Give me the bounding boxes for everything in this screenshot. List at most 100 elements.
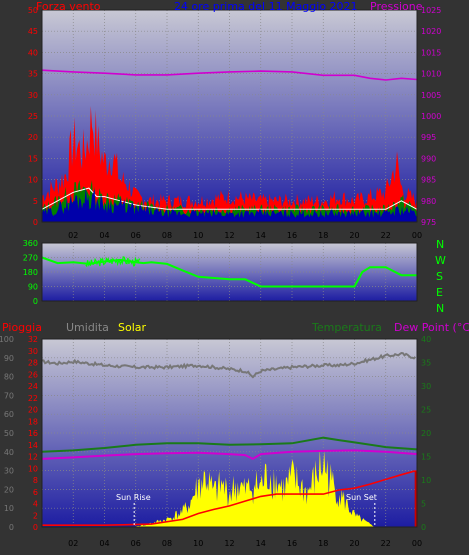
humidity-y-tick-4: 40 [4,448,14,457]
temperature-y-tick-0: 0 [421,523,426,532]
temperature-y-tick-1: 5 [421,500,426,509]
wx-x-tick-10: 22 [381,539,391,548]
temperature-y-tick-8: 40 [421,335,431,344]
wind-x-tick-0: 02 [68,231,78,240]
humidity-y-tick-8: 80 [4,373,14,382]
wx-x-tick-3: 08 [162,539,172,548]
wind-y-tick-6: 30 [28,91,38,100]
pressure-y-tick-6: 1005 [421,91,441,100]
wind-x-tick-5: 12 [224,231,234,240]
direction-y-tick-4: 360 [23,239,38,248]
rain-y-tick-6: 12 [28,453,38,462]
rain-y-tick-13: 26 [28,370,38,379]
temperature-y-tick-2: 10 [421,476,431,485]
wind-y-tick-8: 40 [28,48,38,57]
temperature-label: Temperatura [311,321,382,334]
humidity-y-tick-5: 50 [4,429,14,438]
rain-y-tick-11: 22 [28,394,38,403]
wx-x-tick-0: 02 [68,539,78,548]
temperature-y-tick-4: 20 [421,429,431,438]
humidity-y-tick-3: 30 [4,467,14,476]
wx-x-tick-8: 18 [318,539,328,548]
pressure-y-tick-5: 1000 [421,112,441,121]
wind-y-tick-0: 0 [33,218,38,227]
direction-y-tick-1: 90 [28,283,38,292]
wx-x-tick-9: 20 [349,539,359,548]
temperature-y-tick-7: 35 [421,359,431,368]
temperature-y-tick-6: 30 [421,382,431,391]
rain-total-bar [414,471,418,527]
pressure-y-tick-7: 1010 [421,70,441,79]
pressure-y-tick-10: 1025 [421,6,441,15]
pressure-line [41,69,418,81]
humidity-y-tick-7: 70 [4,391,14,400]
rain-y-tick-10: 20 [28,406,38,415]
pressure-label: Pressione [370,0,423,13]
humidity-y-tick-6: 60 [4,410,14,419]
wind-x-tick-11: 00 [412,231,422,240]
wind-x-tick-1: 04 [99,231,109,240]
wind-direction-line [41,256,417,288]
dew-point-label: Dew Point (°C) [394,321,469,334]
rain-y-tick-16: 32 [28,335,38,344]
pressure-y-tick-1: 980 [421,197,436,206]
pressure-y-tick-3: 990 [421,154,436,163]
wind-x-tick-10: 22 [381,231,391,240]
wx-x-tick-2: 06 [131,539,141,548]
sun-set-label: Sun Set [346,493,377,502]
wx-x-tick-7: 16 [287,539,297,548]
wind-y-tick-7: 35 [28,70,38,79]
wx-x-tick-6: 14 [256,539,266,548]
humidity-line [41,351,417,379]
pressure-y-tick-9: 1020 [421,27,441,36]
dew-point-line [41,449,418,461]
rain-y-tick-4: 8 [33,476,38,485]
rain-y-tick-5: 10 [28,464,38,473]
direction-y-tick-2: 180 [23,268,38,277]
pressure-y-tick-4: 995 [421,133,436,142]
wind-speed-label: Forza vento [36,0,101,13]
compass-w: W [435,254,446,267]
wind-average-line [41,187,418,210]
wind-x-tick-2: 06 [131,231,141,240]
rain-y-tick-12: 24 [28,382,38,391]
rain-y-tick-8: 16 [28,429,38,438]
compass-e: E [436,286,443,299]
wind-y-tick-10: 50 [28,6,38,15]
wind-x-tick-4: 10 [193,231,203,240]
rain-y-tick-3: 6 [33,488,38,497]
humidity-y-tick-10: 100 [0,335,14,344]
wind-x-tick-9: 20 [349,231,359,240]
pressure-y-tick-8: 1015 [421,48,441,57]
pressure-y-tick-2: 985 [421,176,436,185]
wind-gust-area [42,105,417,222]
wind-x-tick-3: 08 [162,231,172,240]
temperature-y-tick-5: 25 [421,406,431,415]
wind-x-tick-8: 18 [318,231,328,240]
rain-y-tick-7: 14 [28,441,38,450]
direction-y-tick-0: 0 [33,297,38,306]
wind-y-tick-1: 5 [33,197,38,206]
rain-y-tick-15: 30 [28,347,38,356]
compass-n-bottom: N [436,302,444,315]
wind-y-tick-5: 25 [28,112,38,121]
humidity-y-tick-2: 20 [4,485,14,494]
wind-y-tick-9: 45 [28,27,38,36]
rain-label: Pioggia [2,321,42,334]
humidity-y-tick-9: 90 [4,354,14,363]
solar-label: Solar [118,321,147,334]
humidity-label: Umidita [66,321,109,334]
direction-y-tick-3: 270 [23,254,38,263]
temperature-line [41,436,418,453]
wx-x-tick-1: 04 [99,539,109,548]
rain-y-tick-2: 4 [33,500,38,509]
wx-x-tick-4: 10 [193,539,203,548]
wx-x-tick-11: 00 [412,539,422,548]
wind-direction-noise [85,256,141,268]
rain-y-tick-0: 0 [33,523,38,532]
rain-line [42,470,417,526]
pressure-y-tick-0: 975 [421,218,436,227]
wx-x-tick-5: 12 [224,539,234,548]
compass-n-top: N [436,238,444,251]
